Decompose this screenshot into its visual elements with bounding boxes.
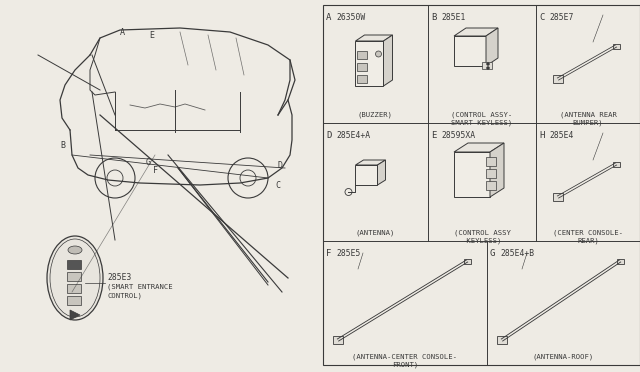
Bar [67,272,81,281]
Text: C: C [275,180,280,189]
Text: SMART KEYLESS): SMART KEYLESS) [451,119,513,125]
Text: G: G [145,157,150,167]
Text: FRONT): FRONT) [392,361,418,368]
Text: (ANTENNA): (ANTENNA) [356,229,395,235]
Text: 285E5: 285E5 [336,249,360,258]
Text: 26350W: 26350W [336,13,365,22]
Bar [553,193,563,201]
Text: REAR): REAR) [577,237,599,244]
Text: (ANTENNA-ROOF): (ANTENNA-ROOF) [533,353,594,359]
Text: -KEYLESS): -KEYLESS) [462,237,502,244]
Polygon shape [454,152,490,197]
Text: (ANTENNA-CENTER CONSOLE-: (ANTENNA-CENTER CONSOLE- [353,353,458,359]
Bar [67,260,81,269]
Bar [553,75,563,83]
Polygon shape [355,35,392,41]
Polygon shape [383,35,392,86]
Text: A: A [120,28,125,36]
Bar [323,5,640,365]
Bar [497,336,507,344]
Polygon shape [454,28,498,36]
Text: (CONTROL ASSY: (CONTROL ASSY [454,229,511,235]
Bar [613,44,620,49]
Circle shape [486,62,490,65]
Text: 285E3: 285E3 [107,273,131,282]
Text: 28595XA: 28595XA [441,131,475,140]
Bar [464,259,471,264]
Polygon shape [454,36,486,66]
Text: D: D [326,131,332,140]
Polygon shape [355,160,385,165]
Text: 285E1: 285E1 [441,13,465,22]
Bar [333,336,343,344]
Text: B: B [431,13,436,22]
Bar [67,296,81,305]
Bar [358,75,367,83]
Text: (BUZZER): (BUZZER) [358,111,393,118]
Text: (CONTROL ASSY-: (CONTROL ASSY- [451,111,513,118]
Text: C: C [539,13,545,22]
Text: 285E4+A: 285E4+A [336,131,370,140]
Text: BUMPER): BUMPER) [573,119,604,125]
Polygon shape [378,160,385,185]
Ellipse shape [68,246,82,254]
Bar [486,157,496,166]
Text: D: D [278,160,282,170]
Text: CONTROL): CONTROL) [107,293,142,299]
Polygon shape [486,28,498,66]
Polygon shape [490,143,504,197]
Text: E: E [150,31,154,39]
Bar [486,169,496,178]
Bar [482,62,492,69]
Bar [486,181,496,190]
Text: E: E [431,131,436,140]
Text: F: F [152,166,157,174]
Bar [358,51,367,59]
Text: 285E4: 285E4 [549,131,573,140]
Text: H: H [539,131,545,140]
Circle shape [486,67,490,70]
Bar [613,162,620,167]
Bar [358,63,367,71]
Bar [617,259,624,264]
Polygon shape [355,165,378,185]
Circle shape [376,51,381,57]
Polygon shape [355,41,383,86]
Text: 285E7: 285E7 [549,13,573,22]
Polygon shape [70,310,80,320]
Text: F: F [326,249,332,258]
Text: B: B [61,141,65,150]
Text: (CENTER CONSOLE-: (CENTER CONSOLE- [553,229,623,235]
Text: A: A [326,13,332,22]
Text: G: G [490,249,495,258]
Text: (SMART ENTRANCE: (SMART ENTRANCE [107,284,173,290]
Ellipse shape [47,236,103,320]
Text: (ANTENNA REAR: (ANTENNA REAR [559,111,616,118]
Bar [67,284,81,293]
Text: 285E4+B: 285E4+B [500,249,534,258]
Polygon shape [454,143,504,152]
